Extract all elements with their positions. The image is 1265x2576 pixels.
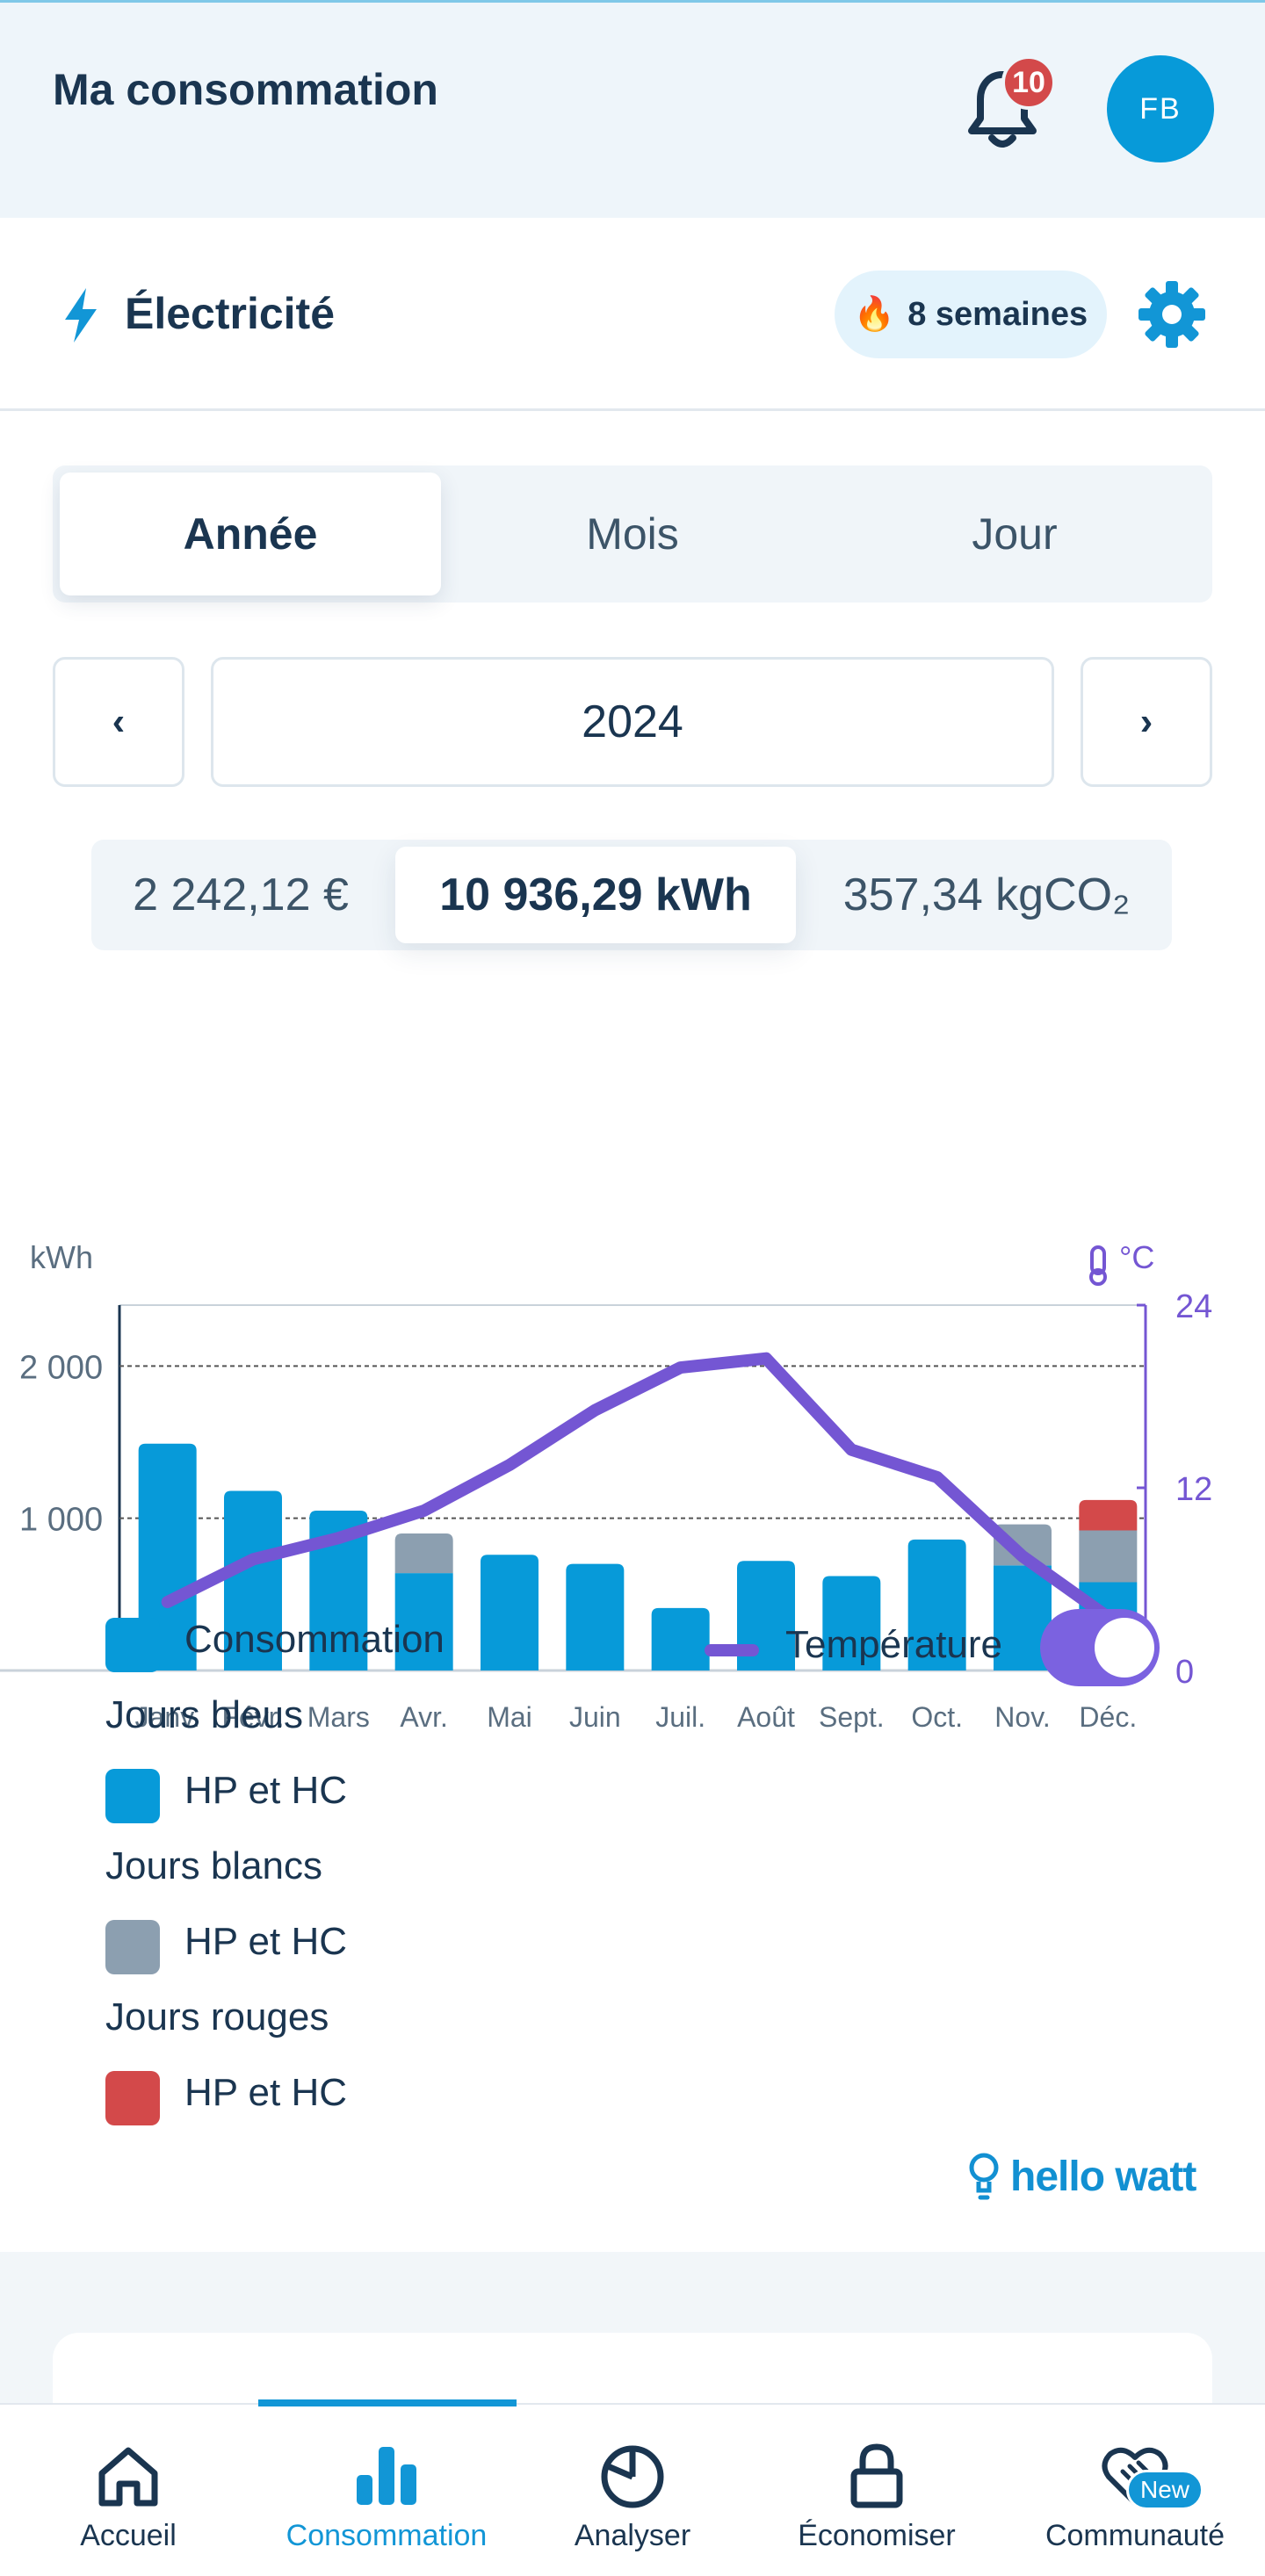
- consumption-card: Électricité 🔥 8 semaines Année Mois Jour: [0, 218, 1265, 2252]
- streak-label: 8 semaines: [907, 295, 1088, 333]
- bar-Déc.[interactable]: [1079, 1499, 1138, 1531]
- home-icon: [98, 2447, 158, 2507]
- avatar[interactable]: FB: [1107, 55, 1214, 162]
- temperature-toggle[interactable]: [1040, 1609, 1160, 1686]
- y2-axis-label: °C: [1119, 1239, 1154, 1275]
- legend-group-title-white: Jours blancs: [105, 1844, 323, 1887]
- x-axis-labels: Janv. Févr. Mars Avr. Mai Juin Juil. Août Sept. O…: [135, 1701, 1138, 1733]
- y2-tick-label: 0: [1175, 1654, 1194, 1691]
- bar-chart-icon: [357, 2447, 416, 2505]
- metric-co2[interactable]: 357,34 kgCO₂: [842, 869, 1131, 920]
- legend-red-swatch: [105, 2071, 160, 2125]
- legend-red-label: HP et HC: [184, 2071, 348, 2114]
- bulb-icon: [969, 2153, 999, 2200]
- bar-Mars[interactable]: [309, 1511, 368, 1670]
- x-tick-label: Sept.: [819, 1701, 885, 1733]
- y-tick-label: 1 000: [19, 1502, 103, 1539]
- legend-group-title-blue: Jours bleus: [105, 1693, 304, 1736]
- streak-badge[interactable]: 🔥 8 semaines: [835, 271, 1107, 358]
- next-period-button[interactable]: ›: [1081, 657, 1212, 787]
- bar-Déc.[interactable]: [1079, 1530, 1138, 1583]
- metric-energy[interactable]: 10 936,29 kWh: [395, 847, 796, 943]
- nav-label-analyze: Analyser: [574, 2519, 691, 2552]
- nav-tab-home[interactable]: Accueil: [2, 2405, 255, 2576]
- bottom-navigation: Accueil Consommation Analyser Économiser…: [0, 2399, 1265, 2576]
- tab-day[interactable]: Jour: [972, 509, 1058, 559]
- y-axis-label: kWh: [30, 1239, 93, 1275]
- bar-Avr.[interactable]: [394, 1573, 453, 1670]
- x-tick-label: Mai: [487, 1701, 532, 1733]
- nav-tab-save[interactable]: Économiser: [750, 2405, 1003, 2576]
- nav-tab-community[interactable]: Communauté: [1008, 2405, 1261, 2576]
- x-tick-label: Août: [737, 1701, 795, 1733]
- bar-Févr.[interactable]: [224, 1490, 282, 1670]
- bar-Janv.[interactable]: [138, 1443, 197, 1670]
- bar-Août[interactable]: [737, 1561, 795, 1670]
- period-selector: Année Mois Jour: [53, 465, 1212, 603]
- bar-Mai[interactable]: [481, 1555, 539, 1670]
- active-tab-indicator: [258, 2399, 517, 2406]
- tab-month[interactable]: Mois: [586, 509, 679, 559]
- legend-consumption-label: Consommation: [184, 1618, 445, 1661]
- hello-watt-logo: hello watt: [966, 2150, 1196, 2203]
- y2-tick-label: 24: [1175, 1288, 1212, 1325]
- x-tick-label: Nov.: [994, 1701, 1050, 1733]
- nav-label-community: Communauté: [1045, 2519, 1225, 2552]
- top-bar: Ma consommation 10 FB: [0, 0, 1265, 218]
- thermometer-icon: [1089, 1245, 1107, 1286]
- nav-label-home: Accueil: [80, 2519, 177, 2552]
- x-tick-label: Oct.: [911, 1701, 963, 1733]
- x-tick-label: Juil.: [655, 1701, 705, 1733]
- lock-icon: [850, 2443, 903, 2508]
- legend-group-title-red: Jours rouges: [105, 1995, 329, 2038]
- lightning-icon: [65, 288, 97, 343]
- new-badge: New: [1126, 2470, 1204, 2510]
- previous-period-button[interactable]: ‹: [53, 657, 184, 787]
- bar-Juil.[interactable]: [651, 1607, 710, 1670]
- x-tick-label: Mars: [307, 1701, 370, 1733]
- legend-white-label: HP et HC: [184, 1920, 348, 1963]
- x-tick-label: Févr.: [221, 1701, 284, 1733]
- bar-Nov.[interactable]: [994, 1565, 1052, 1670]
- x-tick-label: Déc.: [1079, 1701, 1137, 1733]
- tab-year[interactable]: Année: [60, 473, 441, 595]
- nav-tab-analyze[interactable]: Analyser: [506, 2405, 759, 2576]
- temperature-line: [161, 1352, 1115, 1624]
- legend-temperature-swatch: [705, 1644, 759, 1656]
- bar-Oct.[interactable]: [907, 1539, 966, 1670]
- page-title: Ma consommation: [53, 65, 438, 114]
- nav-tab-consumption[interactable]: Consommation: [260, 2405, 513, 2576]
- pie-chart-icon: [601, 2445, 664, 2508]
- x-tick-label: Juin: [569, 1701, 621, 1733]
- bar-Sept.[interactable]: [822, 1576, 881, 1670]
- legend-blue-swatch: [105, 1769, 160, 1823]
- period-value[interactable]: 2024: [211, 657, 1054, 787]
- brand-name: hello watt: [1010, 2153, 1196, 2200]
- x-tick-label: Janv.: [135, 1701, 200, 1733]
- notification-badge[interactable]: 10: [1001, 55, 1056, 110]
- legend-white-swatch: [105, 1920, 160, 1974]
- bar-Juin[interactable]: [566, 1563, 625, 1670]
- metric-selector: 2 242,12 € 10 936,29 kWh 357,34 kgCO₂: [91, 840, 1172, 950]
- nav-label-save: Économiser: [798, 2519, 956, 2552]
- energy-header: Électricité 🔥 8 semaines: [0, 218, 1265, 411]
- nav-label-consumption: Consommation: [286, 2519, 488, 2552]
- metric-cost[interactable]: 2 242,12 €: [133, 869, 349, 920]
- x-tick-label: Avr.: [400, 1701, 448, 1733]
- flame-icon: 🔥: [853, 296, 896, 333]
- y-tick-label: 2 000: [19, 1349, 103, 1386]
- legend-temperature-label: Température: [785, 1623, 1003, 1666]
- legend-blue-label: HP et HC: [184, 1769, 348, 1812]
- consumption-chart: kWh °C Janv. Févr. Mars Avr. Mai Juin Juil. Aoû…: [0, 1239, 1212, 1733]
- y2-tick-label: 12: [1175, 1471, 1212, 1508]
- bar-Avr.[interactable]: [394, 1533, 453, 1574]
- energy-type-label: Électricité: [125, 289, 336, 338]
- legend-consumption-swatch: [105, 1618, 160, 1672]
- toggle-knob: [1095, 1618, 1154, 1678]
- gear-icon[interactable]: [1137, 279, 1207, 350]
